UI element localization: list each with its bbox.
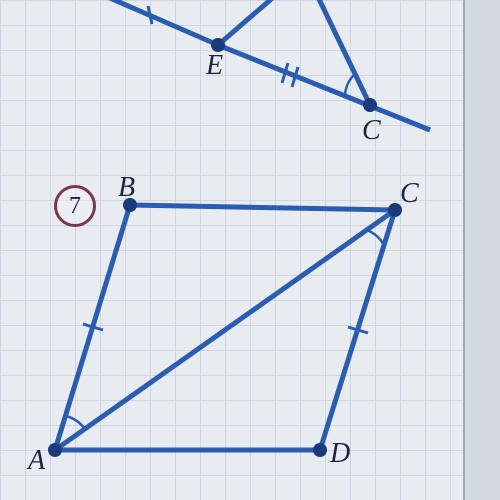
line-E-top [218, 0, 305, 45]
label-B: B [118, 172, 135, 204]
point-A [48, 443, 62, 457]
label-A: A [28, 445, 45, 477]
line-top-C [305, 0, 370, 105]
point-C-top [363, 98, 377, 112]
label-C-top: C [362, 115, 381, 147]
line-E-ray [218, 45, 430, 130]
angle-arc-C [367, 230, 384, 245]
diagonal-AC [55, 210, 395, 450]
bottom-figure [48, 198, 402, 457]
tick-left [148, 6, 152, 24]
side-BC [130, 205, 395, 210]
geometry-svg [0, 0, 500, 500]
problem-number: 7 [69, 193, 81, 220]
top-figure [80, 0, 430, 130]
angle-arc-A [66, 416, 85, 429]
label-E: E [206, 50, 223, 82]
point-D [313, 443, 327, 457]
label-D: D [330, 438, 350, 470]
problem-number-circle: 7 [54, 185, 96, 227]
angle-arc-C-top [345, 74, 355, 95]
label-C: C [400, 178, 419, 210]
